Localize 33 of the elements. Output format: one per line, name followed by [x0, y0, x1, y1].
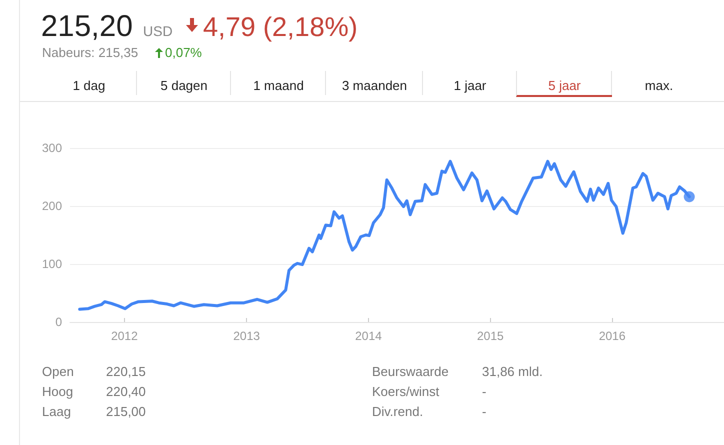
text: USD: [143, 23, 173, 39]
text: 5 dagen: [136, 71, 231, 95]
text: 31,86 mld.: [482, 364, 543, 379]
x-tick-label: 2016: [598, 329, 626, 343]
text: 220,40: [106, 384, 146, 399]
text: 220,15: [106, 364, 146, 379]
text: Div.rend.: [372, 404, 424, 419]
chart-title: 215,20: [41, 10, 133, 44]
text: Beurswaarde: [372, 364, 449, 379]
y-tick-label: 300: [42, 141, 62, 155]
text: 5 jaar: [516, 71, 612, 97]
text: 1 maand: [230, 71, 326, 95]
text: 1 dag: [72, 77, 106, 95]
text: Open: [42, 364, 74, 379]
text: 1 jaar: [422, 71, 517, 95]
x-tick-label: 2014: [355, 329, 382, 343]
text: Nabeurs: 215,35: [42, 45, 138, 60]
text: max.: [611, 71, 706, 95]
x-tick-label: 2013: [233, 329, 260, 343]
text: 4,79 (2,18%): [203, 12, 358, 43]
text: 215,00: [106, 404, 146, 419]
x-tick-label: 2012: [111, 329, 138, 343]
text: Koers/winst: [372, 384, 440, 399]
text: -: [482, 384, 486, 399]
text: 0,07%: [165, 45, 202, 60]
x-tick-label: 2015: [476, 329, 504, 343]
text: 3 maanden: [325, 71, 423, 95]
y-tick-label: 0: [55, 315, 62, 329]
text: -: [482, 404, 486, 419]
y-tick-label: 100: [42, 257, 62, 271]
text: Hoog: [42, 384, 74, 399]
y-tick-label: 200: [42, 199, 62, 213]
text: Laag: [42, 404, 71, 419]
